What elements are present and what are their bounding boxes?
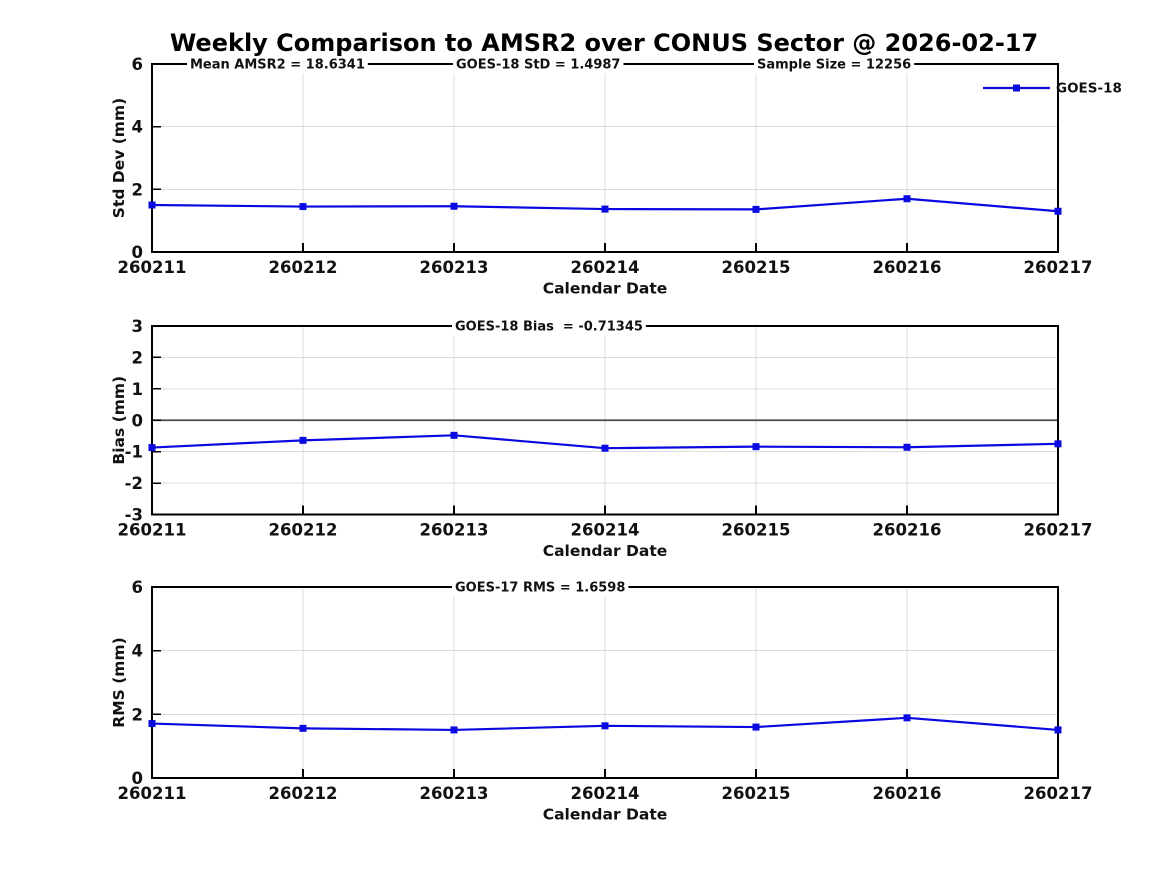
x-tick-label: 260216 <box>873 258 942 277</box>
data-point-marker <box>1054 440 1062 448</box>
data-point-marker <box>148 444 156 452</box>
y-axis-label: RMS (mm) <box>110 637 128 727</box>
y-tick-label: -1 <box>125 443 143 462</box>
legend-marker <box>1013 84 1020 92</box>
x-tick-label: 260213 <box>420 784 489 803</box>
data-point-marker <box>299 203 307 211</box>
x-tick-label: 260211 <box>118 521 187 540</box>
x-tick-label: 260217 <box>1024 521 1093 540</box>
data-point-marker <box>450 726 458 734</box>
x-tick-label: 260217 <box>1024 258 1093 277</box>
y-tick-label: -2 <box>125 474 143 493</box>
x-tick-label: 260212 <box>269 521 338 540</box>
annotation-text: GOES-18 Bias = -0.71345 <box>455 320 643 335</box>
y-tick-label: 6 <box>132 55 143 74</box>
annotation-text: Sample Size = 12256 <box>757 58 911 73</box>
annotation-bg <box>453 56 624 74</box>
data-point-marker <box>903 443 911 451</box>
x-tick-label: 260216 <box>873 784 942 803</box>
x-tick-label: 260211 <box>118 784 187 803</box>
x-tick-label: 260215 <box>722 521 791 540</box>
y-tick-label: 4 <box>132 118 143 137</box>
tick-marks <box>151 586 1059 779</box>
data-point-marker <box>903 195 911 203</box>
data-point-marker <box>450 202 458 210</box>
tick-marks <box>151 325 1059 516</box>
figure-title: Weekly Comparison to AMSR2 over CONUS Se… <box>169 29 1039 57</box>
data-point-marker <box>299 724 307 732</box>
annotation-text: Mean AMSR2 = 18.6341 <box>190 58 365 73</box>
x-tick-label: 260214 <box>571 258 640 277</box>
x-tick-label: 260216 <box>873 521 942 540</box>
data-point-marker <box>752 205 760 213</box>
y-tick-label: 0 <box>132 769 143 788</box>
rms-plot: 260211 260212 260213 260214 260215 260216 2602… <box>110 578 1092 824</box>
x-axis-label: Calendar Date <box>543 280 668 298</box>
data-point-marker <box>1054 207 1062 215</box>
annotation-text: GOES-17 RMS = 1.6598 <box>455 581 625 596</box>
data-point-marker <box>299 436 307 444</box>
y-tick-label: 1 <box>132 380 143 399</box>
data-point-marker <box>752 723 760 731</box>
x-tick-label: 260212 <box>269 258 338 277</box>
data-point-marker <box>601 444 609 452</box>
y-tick-label: 4 <box>132 642 143 661</box>
y-tick-label: 6 <box>132 578 143 597</box>
data-point-marker <box>752 443 760 451</box>
x-tick-label: 260213 <box>420 258 489 277</box>
grid <box>151 586 1059 779</box>
data-point-marker <box>601 205 609 213</box>
y-tick-label: -3 <box>125 506 143 525</box>
x-tick-label: 260212 <box>269 784 338 803</box>
x-tick-label: 260214 <box>571 521 640 540</box>
data-point-marker <box>903 714 911 722</box>
x-tick-label: 260215 <box>722 784 791 803</box>
x-tick-label: 260217 <box>1024 784 1093 803</box>
annotation-bg <box>187 56 368 74</box>
annotation-bg <box>452 579 629 597</box>
y-tick-label: 0 <box>132 243 143 262</box>
legend-label: GOES-18 <box>1056 81 1122 97</box>
x-tick-label: 260213 <box>420 521 489 540</box>
x-tick-label: 260214 <box>571 784 640 803</box>
legend: GOES-18 <box>983 81 1122 97</box>
y-tick-label: 3 <box>132 317 143 336</box>
tick-marks <box>151 63 1059 253</box>
data-point-marker <box>148 201 156 209</box>
y-axis-label: Std Dev (mm) <box>110 98 128 218</box>
annotation-bg <box>754 56 915 74</box>
stddev-plot: 260211 260212 260213 260214 260215 260216 2602… <box>110 55 1122 298</box>
x-axis-label: Calendar Date <box>543 806 668 824</box>
data-point-marker <box>148 720 156 728</box>
data-point-marker <box>601 722 609 730</box>
y-tick-label: 0 <box>132 411 143 430</box>
y-axis-label: Bias (mm) <box>110 376 128 465</box>
x-tick-label: 260211 <box>118 258 187 277</box>
y-tick-label: 2 <box>132 705 143 724</box>
annotation-bg <box>452 318 646 336</box>
x-tick-label: 260215 <box>722 258 791 277</box>
y-tick-label: 2 <box>132 180 143 199</box>
data-point-marker <box>1054 726 1062 734</box>
bias-plot: 260211 260212 260213 260214 260215 260216 2602… <box>110 317 1092 560</box>
data-point-marker <box>450 431 458 439</box>
annotation-text: GOES-18 StD = 1.4987 <box>456 58 620 73</box>
x-axis-label: Calendar Date <box>543 542 668 560</box>
grid <box>151 63 1059 253</box>
y-tick-label: 2 <box>132 348 143 367</box>
